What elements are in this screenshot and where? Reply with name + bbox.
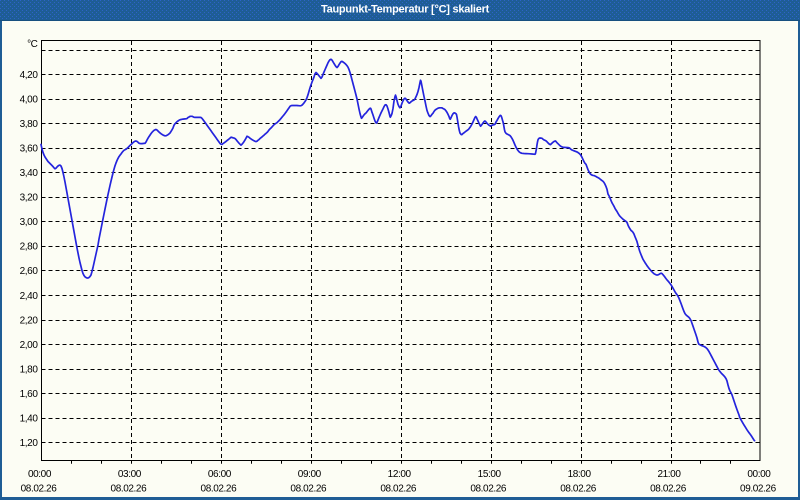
svg-text:00:00: 00:00 <box>747 469 771 480</box>
svg-text:2,40: 2,40 <box>20 291 39 302</box>
svg-text:2,20: 2,20 <box>20 315 39 326</box>
svg-text:2,00: 2,00 <box>20 340 39 351</box>
svg-text:3,60: 3,60 <box>20 144 39 155</box>
svg-text:08.02.26: 08.02.26 <box>470 484 507 495</box>
svg-text:00:00: 00:00 <box>28 469 52 480</box>
svg-text:Taupunkt-Temperatur [°C] skali: Taupunkt-Temperatur [°C] skaliert <box>321 3 490 15</box>
svg-text:09:00: 09:00 <box>298 469 322 480</box>
svg-text:12:00: 12:00 <box>388 469 412 480</box>
svg-text:2,60: 2,60 <box>20 266 39 277</box>
svg-text:1,40: 1,40 <box>20 413 39 424</box>
svg-text:3,80: 3,80 <box>20 119 39 130</box>
svg-text:3,00: 3,00 <box>20 217 39 228</box>
svg-text:1,20: 1,20 <box>20 438 39 449</box>
svg-text:2,80: 2,80 <box>20 242 39 253</box>
svg-text:3,20: 3,20 <box>20 193 39 204</box>
svg-text:08.02.26: 08.02.26 <box>21 484 58 495</box>
svg-text:08.02.26: 08.02.26 <box>201 484 238 495</box>
svg-text:08.02.26: 08.02.26 <box>380 484 417 495</box>
svg-text:08.02.26: 08.02.26 <box>290 484 327 495</box>
svg-text:08.02.26: 08.02.26 <box>111 484 148 495</box>
svg-text:1,80: 1,80 <box>20 364 39 375</box>
svg-text:09.02.26: 09.02.26 <box>740 484 777 495</box>
svg-text:4,20: 4,20 <box>20 70 39 81</box>
svg-text:08.02.26: 08.02.26 <box>650 484 687 495</box>
svg-text:°C: °C <box>27 39 38 50</box>
svg-text:08.02.26: 08.02.26 <box>560 484 597 495</box>
svg-text:06:00: 06:00 <box>208 469 232 480</box>
svg-text:15:00: 15:00 <box>478 469 502 480</box>
svg-text:18:00: 18:00 <box>568 469 592 480</box>
svg-text:1,60: 1,60 <box>20 389 39 400</box>
svg-text:21:00: 21:00 <box>657 469 681 480</box>
svg-text:4,00: 4,00 <box>20 95 39 106</box>
svg-text:3,40: 3,40 <box>20 168 39 179</box>
svg-text:03:00: 03:00 <box>118 469 142 480</box>
